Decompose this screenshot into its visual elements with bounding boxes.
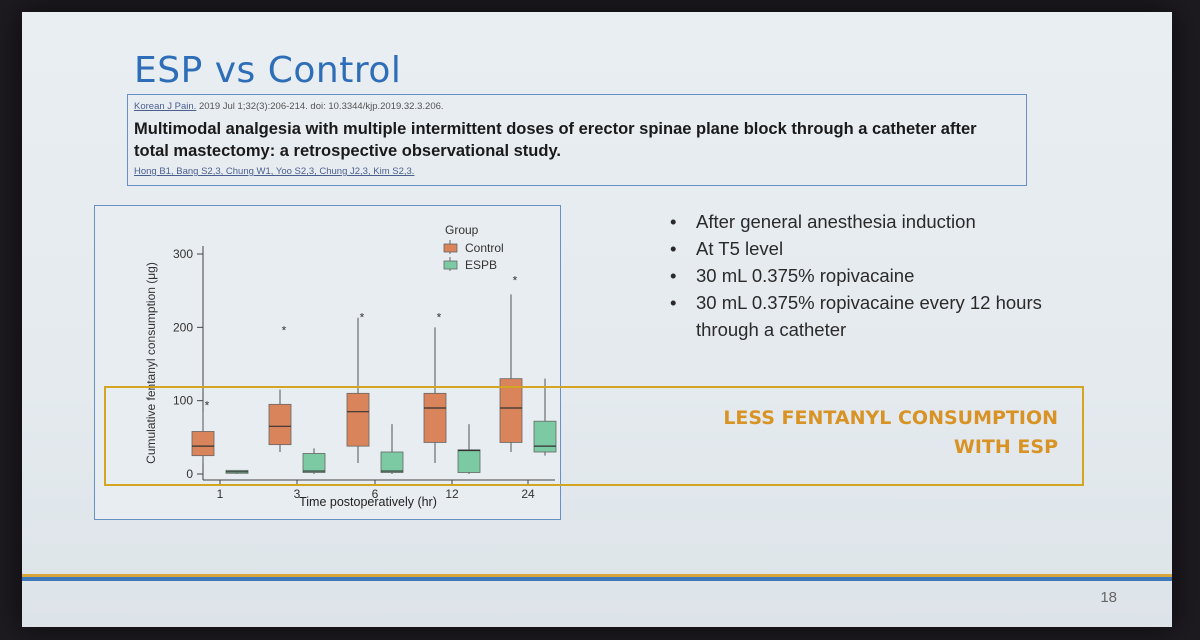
slide: ESP vs Control Korean J Pain. 2019 Jul 1… xyxy=(22,12,1172,627)
control-box xyxy=(191,431,215,457)
espb-box xyxy=(533,420,557,453)
citation-journal-link[interactable]: Korean J Pain. xyxy=(134,101,197,112)
x-tick-label: 24 xyxy=(521,487,535,501)
outlier-marker: * xyxy=(360,310,365,324)
x-axis-label: Time postoperatively (hr) xyxy=(299,495,437,509)
x-tick-label: 12 xyxy=(445,487,459,501)
y-tick-label: 200 xyxy=(173,320,193,334)
callout-box: LESS FENTANYL CONSUMPTION WITH ESP xyxy=(104,386,1084,486)
bullet-list: After general anesthesia induction At T5… xyxy=(662,208,1051,343)
x-tick-label: 6 xyxy=(372,487,379,501)
legend-swatch xyxy=(443,243,458,253)
espb-box xyxy=(457,449,481,473)
bullet-item: 30 mL 0.375% ropivacaine every 12 hours … xyxy=(662,289,1051,343)
bullet-item: 30 mL 0.375% ropivacaine xyxy=(662,262,1051,289)
x-tick-label: 3 xyxy=(294,487,301,501)
chart-panel: Cumulative fentanyl consumption (μg) Tim… xyxy=(94,205,561,520)
callout-line-1: LESS FENTANYL CONSUMPTION xyxy=(723,407,1058,429)
outlier-marker: * xyxy=(205,398,210,412)
footer-accent-line xyxy=(22,574,1172,577)
y-tick-label: 0 xyxy=(186,467,193,481)
control-box xyxy=(346,392,370,447)
bullet-item: At T5 level xyxy=(662,235,1051,262)
legend: Group Control ESPB xyxy=(443,223,504,272)
box-plot-chart: Cumulative fentanyl consumption (μg) Tim… xyxy=(144,223,557,509)
y-ticks-group: 0 100 200 300 xyxy=(173,247,203,481)
control-box xyxy=(499,378,523,443)
legend-label: Control xyxy=(465,241,504,255)
citation-details: 2019 Jul 1;32(3):206-214. doi: 10.3344/k… xyxy=(198,101,444,112)
x-tick-label: 1 xyxy=(217,487,224,501)
page-number: 18 xyxy=(1100,589,1117,606)
slide-title: ESP vs Control xyxy=(134,50,402,91)
outlier-marker: * xyxy=(513,274,518,288)
legend-title: Group xyxy=(445,223,479,237)
y-axis-label: Cumulative fentanyl consumption (μg) xyxy=(144,262,158,464)
citation-authors[interactable]: Hong B1, Bang S2,3, Chung W1, Yoo S2,3, … xyxy=(134,166,415,177)
y-tick-label: 100 xyxy=(173,394,193,408)
boxes-group: * * * * * xyxy=(191,274,557,474)
legend-label: ESPB xyxy=(465,258,497,272)
control-box xyxy=(423,392,447,443)
outlier-marker: * xyxy=(437,310,442,324)
citation-box: Korean J Pain. 2019 Jul 1;32(3):206-214.… xyxy=(127,94,1027,186)
x-ticks-group: 1 3 6 12 24 xyxy=(217,480,535,501)
callout-line-2: WITH ESP xyxy=(953,436,1058,458)
citation-journal-line: Korean J Pain. 2019 Jul 1;32(3):206-214.… xyxy=(134,101,1020,112)
control-box xyxy=(268,403,292,446)
outlier-marker: * xyxy=(282,324,287,338)
callout-text: LESS FENTANYL CONSUMPTION WITH ESP xyxy=(723,404,1058,462)
espb-box xyxy=(380,451,404,473)
legend-swatch xyxy=(443,260,458,270)
y-tick-label: 300 xyxy=(173,247,193,261)
bullet-item: After general anesthesia induction xyxy=(662,208,1051,235)
espb-box xyxy=(302,453,326,473)
citation-title: Multimodal analgesia with multiple inter… xyxy=(134,120,977,160)
footer-accent-line xyxy=(22,577,1172,581)
